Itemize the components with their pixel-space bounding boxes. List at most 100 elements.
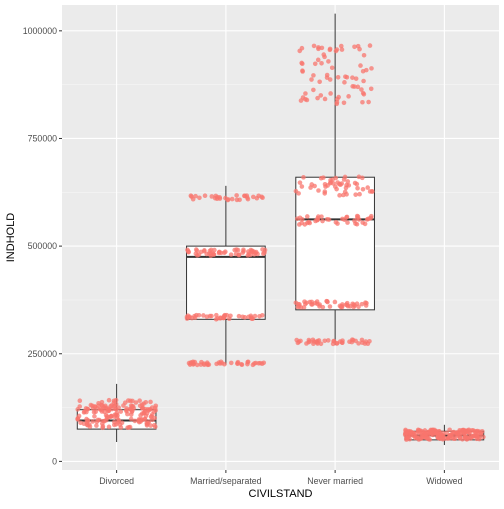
data-point	[320, 218, 325, 224]
data-point	[328, 91, 333, 96]
data-point	[341, 177, 347, 182]
data-point	[139, 411, 145, 416]
data-point	[202, 362, 207, 368]
plot-panel	[62, 5, 499, 470]
x-tick-label: Married/separated	[190, 476, 261, 486]
data-point	[131, 406, 137, 411]
data-point	[108, 404, 113, 409]
data-point	[358, 63, 363, 68]
data-point	[146, 419, 152, 425]
data-point	[317, 79, 322, 85]
data-point	[352, 303, 357, 308]
data-point	[116, 417, 121, 423]
data-point	[369, 66, 374, 71]
data-point	[121, 403, 126, 408]
data-point	[222, 250, 227, 256]
data-point	[118, 409, 124, 414]
data-point	[467, 435, 472, 440]
data-point	[354, 181, 360, 187]
data-point	[196, 312, 202, 318]
data-point	[334, 99, 340, 105]
data-point	[455, 433, 460, 439]
data-point	[125, 398, 131, 403]
data-point	[338, 43, 344, 49]
data-point	[234, 247, 239, 252]
data-point	[344, 74, 350, 80]
data-point	[106, 408, 112, 414]
data-point	[350, 75, 355, 80]
data-point	[219, 360, 225, 366]
data-point	[124, 407, 129, 413]
data-point	[350, 84, 355, 89]
data-point	[242, 315, 248, 320]
x-tick-label: Widowed	[426, 476, 462, 486]
data-point	[299, 217, 305, 222]
data-point	[319, 45, 325, 51]
x-tick-label: Divorced	[99, 476, 134, 486]
data-point	[437, 431, 443, 437]
data-point	[346, 94, 351, 99]
data-point	[353, 76, 359, 81]
data-point	[293, 300, 299, 306]
data-point	[322, 338, 328, 344]
data-point	[186, 360, 192, 366]
data-point	[366, 99, 371, 105]
x-axis-title: CIVILSTAND	[249, 488, 313, 500]
data-point	[307, 220, 313, 226]
data-point	[201, 313, 206, 318]
data-point	[299, 60, 304, 66]
data-point	[216, 250, 222, 256]
data-point	[127, 424, 133, 430]
data-point	[106, 397, 112, 403]
data-point	[188, 193, 194, 198]
data-point	[259, 361, 265, 367]
data-point	[346, 183, 352, 188]
data-point	[100, 423, 106, 429]
data-point	[321, 175, 326, 180]
data-point	[301, 175, 306, 180]
data-point	[356, 341, 361, 346]
data-point	[318, 341, 324, 347]
data-point	[345, 303, 351, 309]
data-point	[333, 219, 339, 225]
data-point	[106, 424, 112, 430]
data-point	[361, 91, 367, 97]
data-point	[353, 221, 358, 226]
data-point	[342, 80, 347, 85]
data-point	[96, 403, 101, 408]
data-point	[209, 313, 214, 319]
data-point	[132, 418, 138, 424]
data-point	[152, 422, 157, 428]
data-point	[235, 361, 240, 366]
data-point	[339, 303, 345, 309]
data-point	[338, 182, 343, 188]
data-point	[345, 220, 350, 225]
data-point	[360, 99, 365, 105]
data-point	[329, 65, 335, 71]
data-point	[311, 87, 316, 93]
data-point	[136, 418, 142, 424]
data-point	[334, 341, 340, 346]
y-tick-label: 1000000	[23, 26, 57, 36]
data-point	[112, 414, 117, 419]
data-point	[450, 429, 456, 435]
data-point	[345, 179, 351, 184]
y-tick-label: 0	[52, 456, 57, 466]
data-point	[228, 360, 234, 366]
data-point	[322, 96, 328, 102]
data-point	[117, 422, 123, 427]
box-iqr	[186, 245, 266, 320]
data-point	[462, 435, 468, 441]
data-point	[197, 195, 202, 201]
data-point	[361, 78, 366, 84]
data-point	[340, 192, 346, 198]
data-point	[150, 417, 155, 423]
data-point	[470, 433, 476, 439]
data-point	[193, 251, 199, 256]
data-point	[334, 47, 340, 52]
data-point	[228, 313, 233, 319]
data-point	[95, 417, 101, 423]
data-point	[85, 406, 91, 412]
